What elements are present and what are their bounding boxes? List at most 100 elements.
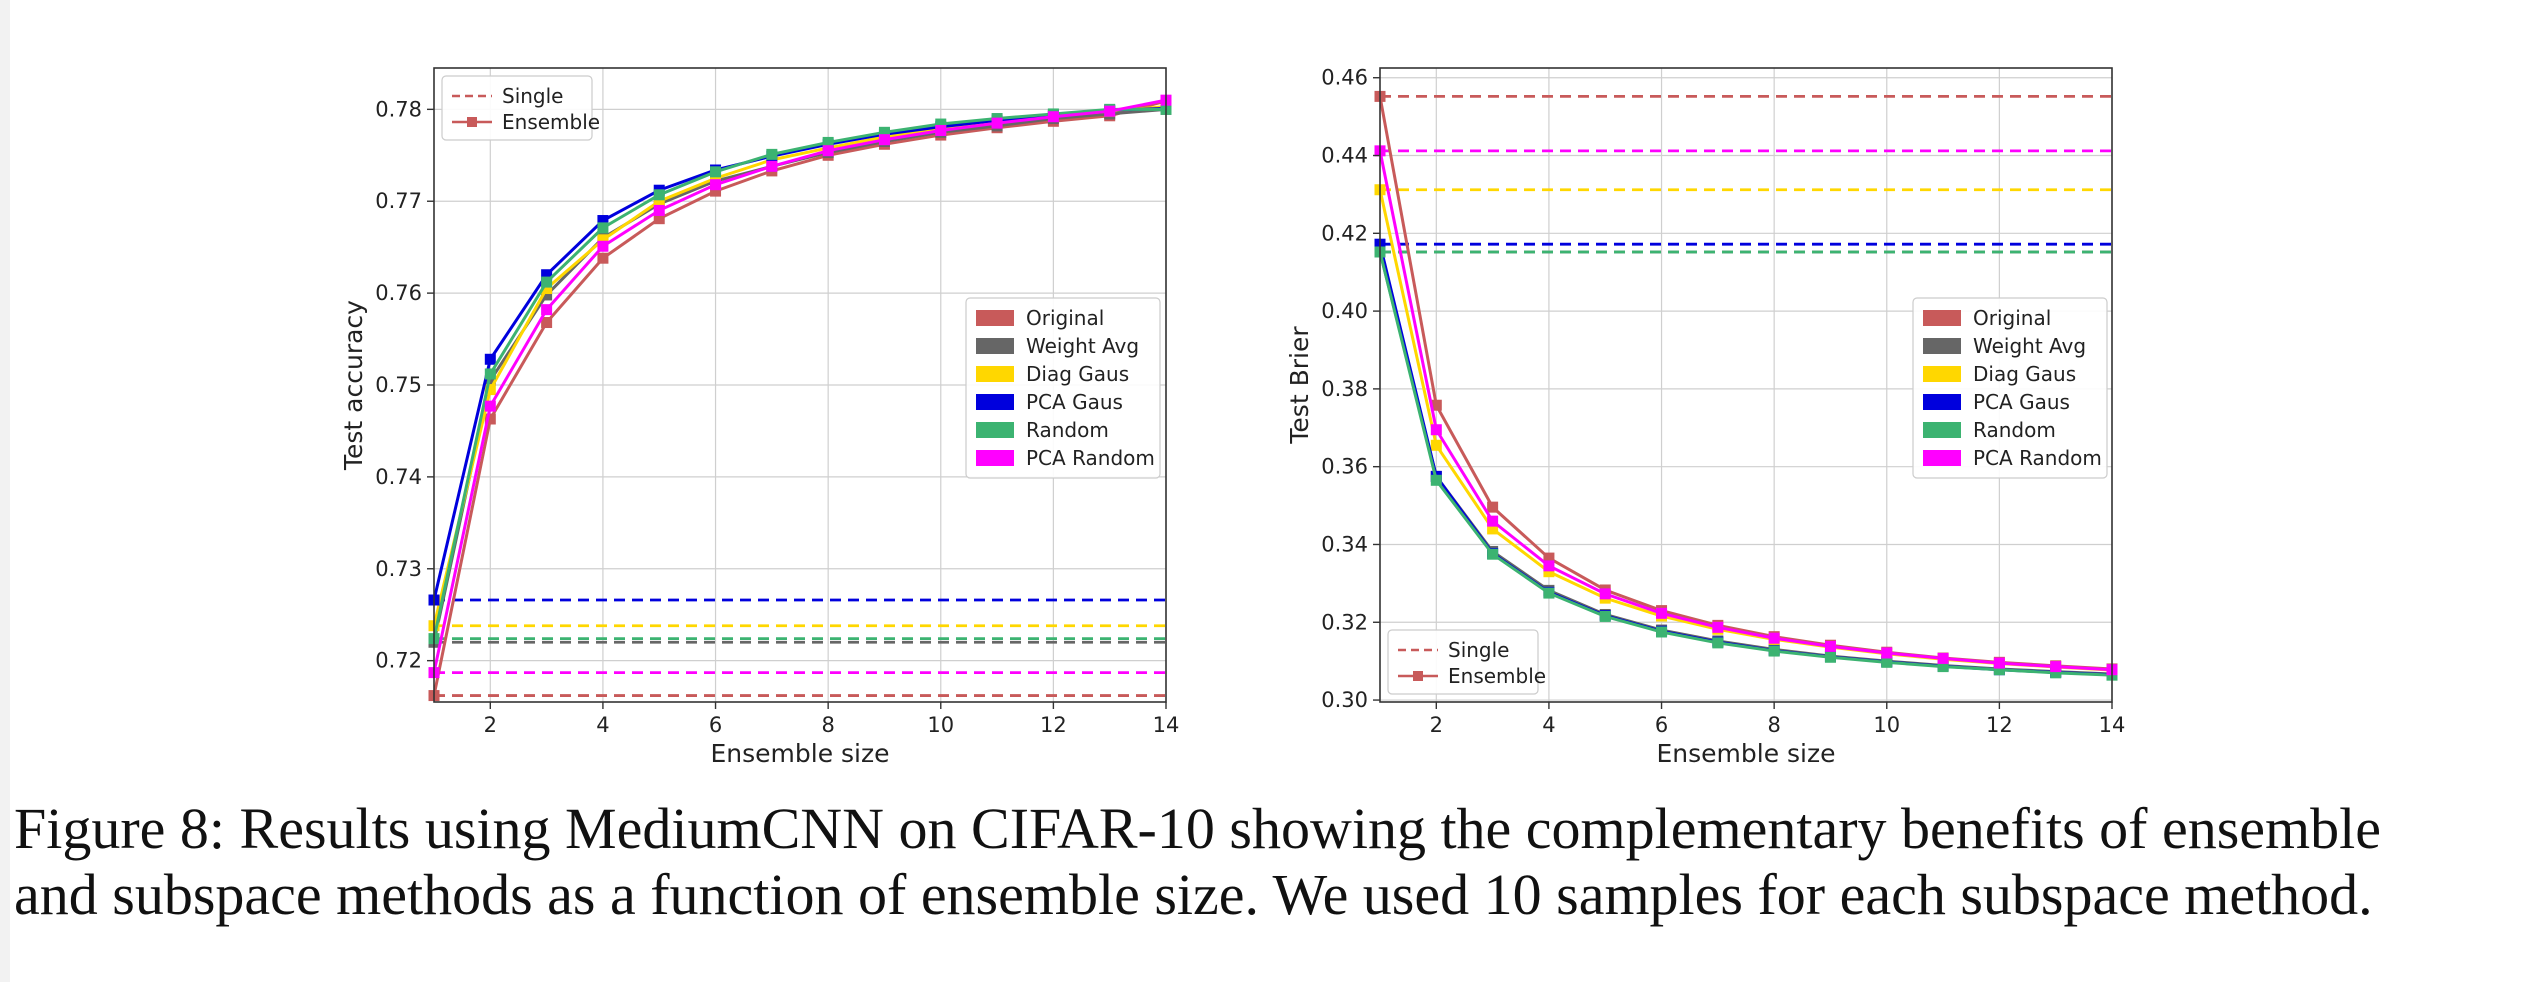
legend-label-original: Original [1026,306,1104,330]
legend-label-pca-random: PCA Random [1973,446,2102,470]
legend-label-original: Original [1973,306,2051,330]
x-axis-label: Ensemble size [1656,739,1835,768]
point-original [710,185,722,197]
point-diag-gaus [597,234,609,246]
figure-caption: Figure 8: Results using MediumCNN on CIF… [14,796,2524,928]
point-random [1599,610,1611,622]
legend-label-random: Random [1973,418,2056,442]
point-pca-random [1487,515,1499,527]
series-line-random [432,107,1166,639]
point-pca-random [1104,105,1116,117]
point-diag-gaus [541,283,553,295]
y-tick-label: 0.42 [1321,221,1368,245]
point-pca-random [822,145,834,157]
point-pca-random [710,179,722,191]
point-diag-gaus [484,384,496,396]
y-tick-label: 0.46 [1321,66,1368,90]
point-pca-gaus [541,269,553,281]
point-pca-random [1047,111,1059,123]
point-random [935,118,947,130]
y-tick-label: 0.77 [375,189,422,213]
x-tick-label: 6 [709,713,722,737]
point-original [1543,552,1555,564]
legend-swatch-ensemble-marker [467,117,477,127]
legend-swatch-weight-avg [976,338,1014,354]
point-pca-random [2050,661,2062,673]
legend-label-weight-avg: Weight Avg [1026,334,1139,358]
caption-line-1: Figure 8: Results using MediumCNN on CIF… [14,796,2381,861]
point-pca-random [1430,424,1442,436]
x-tick-label: 12 [1986,713,2013,737]
y-axis-label: Test Brier [1285,326,1314,445]
point-random [1487,548,1499,560]
point-random [1768,645,1780,657]
y-tick-label: 0.38 [1321,377,1368,401]
point-random [766,148,778,160]
point-pca-random [1712,621,1724,633]
legend-swatch-random [976,422,1014,438]
y-tick-label: 0.74 [375,465,422,489]
legend-swatch-pca-random [1923,450,1961,466]
point-pca-random [1543,560,1555,572]
point-original [1487,501,1499,513]
legend-swatch-original [976,310,1014,326]
method-legend [965,297,1161,479]
x-tick-label: 10 [1873,713,1900,737]
style-legend [441,75,593,141]
point-pca-random [1768,632,1780,644]
x-tick-label: 8 [1767,713,1780,737]
legend-swatch-pca-gaus [1923,394,1961,410]
legend-swatch-random [1923,422,1961,438]
legend-label-single: Single [1448,638,1509,662]
legend-label-single: Single [502,84,563,108]
point-pca-gaus [597,215,609,227]
point-random [1881,656,1893,668]
y-tick-label: 0.34 [1321,532,1368,556]
point-pca-gaus [484,353,496,365]
point-random [878,126,890,138]
point-pca-random [1824,640,1836,652]
point-pca-random [653,204,665,216]
point-pca-random [991,117,1003,129]
point-pca-random [1656,607,1668,619]
y-axis-label: Test accuracy [339,300,368,471]
point-random [653,189,665,201]
point-pca-random [597,240,609,252]
y-tick-label: 0.75 [375,373,422,397]
method-legend [1912,297,2108,479]
x-tick-label: 14 [1153,713,1180,737]
point-original [541,317,553,329]
point-pca-random [1599,588,1611,600]
point-random [1543,587,1555,599]
y-tick-label: 0.73 [375,557,422,581]
legend-swatch-diag-gaus [1923,366,1961,382]
legend-swatch-pca-random [976,450,1014,466]
y-tick-label: 0.32 [1321,610,1368,634]
point-random [822,136,834,148]
brier-chart: 2 4 6 8 10 12 14 0.30 0.32 0.34 0.36 0.38 0.40 0.42 0.… [1285,66,2125,768]
series-line-original [432,99,1167,696]
x-axis-label: Ensemble size [710,739,889,768]
point-pca-random [484,400,496,412]
point-weight-avg [541,289,553,301]
point-diag-gaus [1430,439,1442,451]
legend-label-diag-gaus: Diag Gaus [1973,362,2076,386]
point-diag-gaus [710,172,722,184]
legend-swatch-pca-gaus [976,394,1014,410]
x-tick-label: 8 [821,713,834,737]
point-original [597,252,609,264]
point-pca-random [541,304,553,316]
point-random [1430,474,1442,486]
point-random [1824,651,1836,663]
legend-label-ensemble: Ensemble [1448,664,1546,688]
x-tick-label: 12 [1040,713,1067,737]
legend-swatch-diag-gaus [976,366,1014,382]
legend-label-pca-random: PCA Random [1026,446,1155,470]
point-diag-gaus [1487,523,1499,535]
y-tick-label: 0.40 [1321,299,1368,323]
y-tick-label: 0.72 [375,649,422,673]
point-pca-random [878,134,890,146]
x-tick-label: 4 [596,713,609,737]
accuracy-chart: 2 4 6 8 10 12 14 0.72 0.73 0.74 0.75 0.76 0.77 0.78 En… [339,67,1180,768]
y-tick-label: 0.44 [1321,144,1368,168]
